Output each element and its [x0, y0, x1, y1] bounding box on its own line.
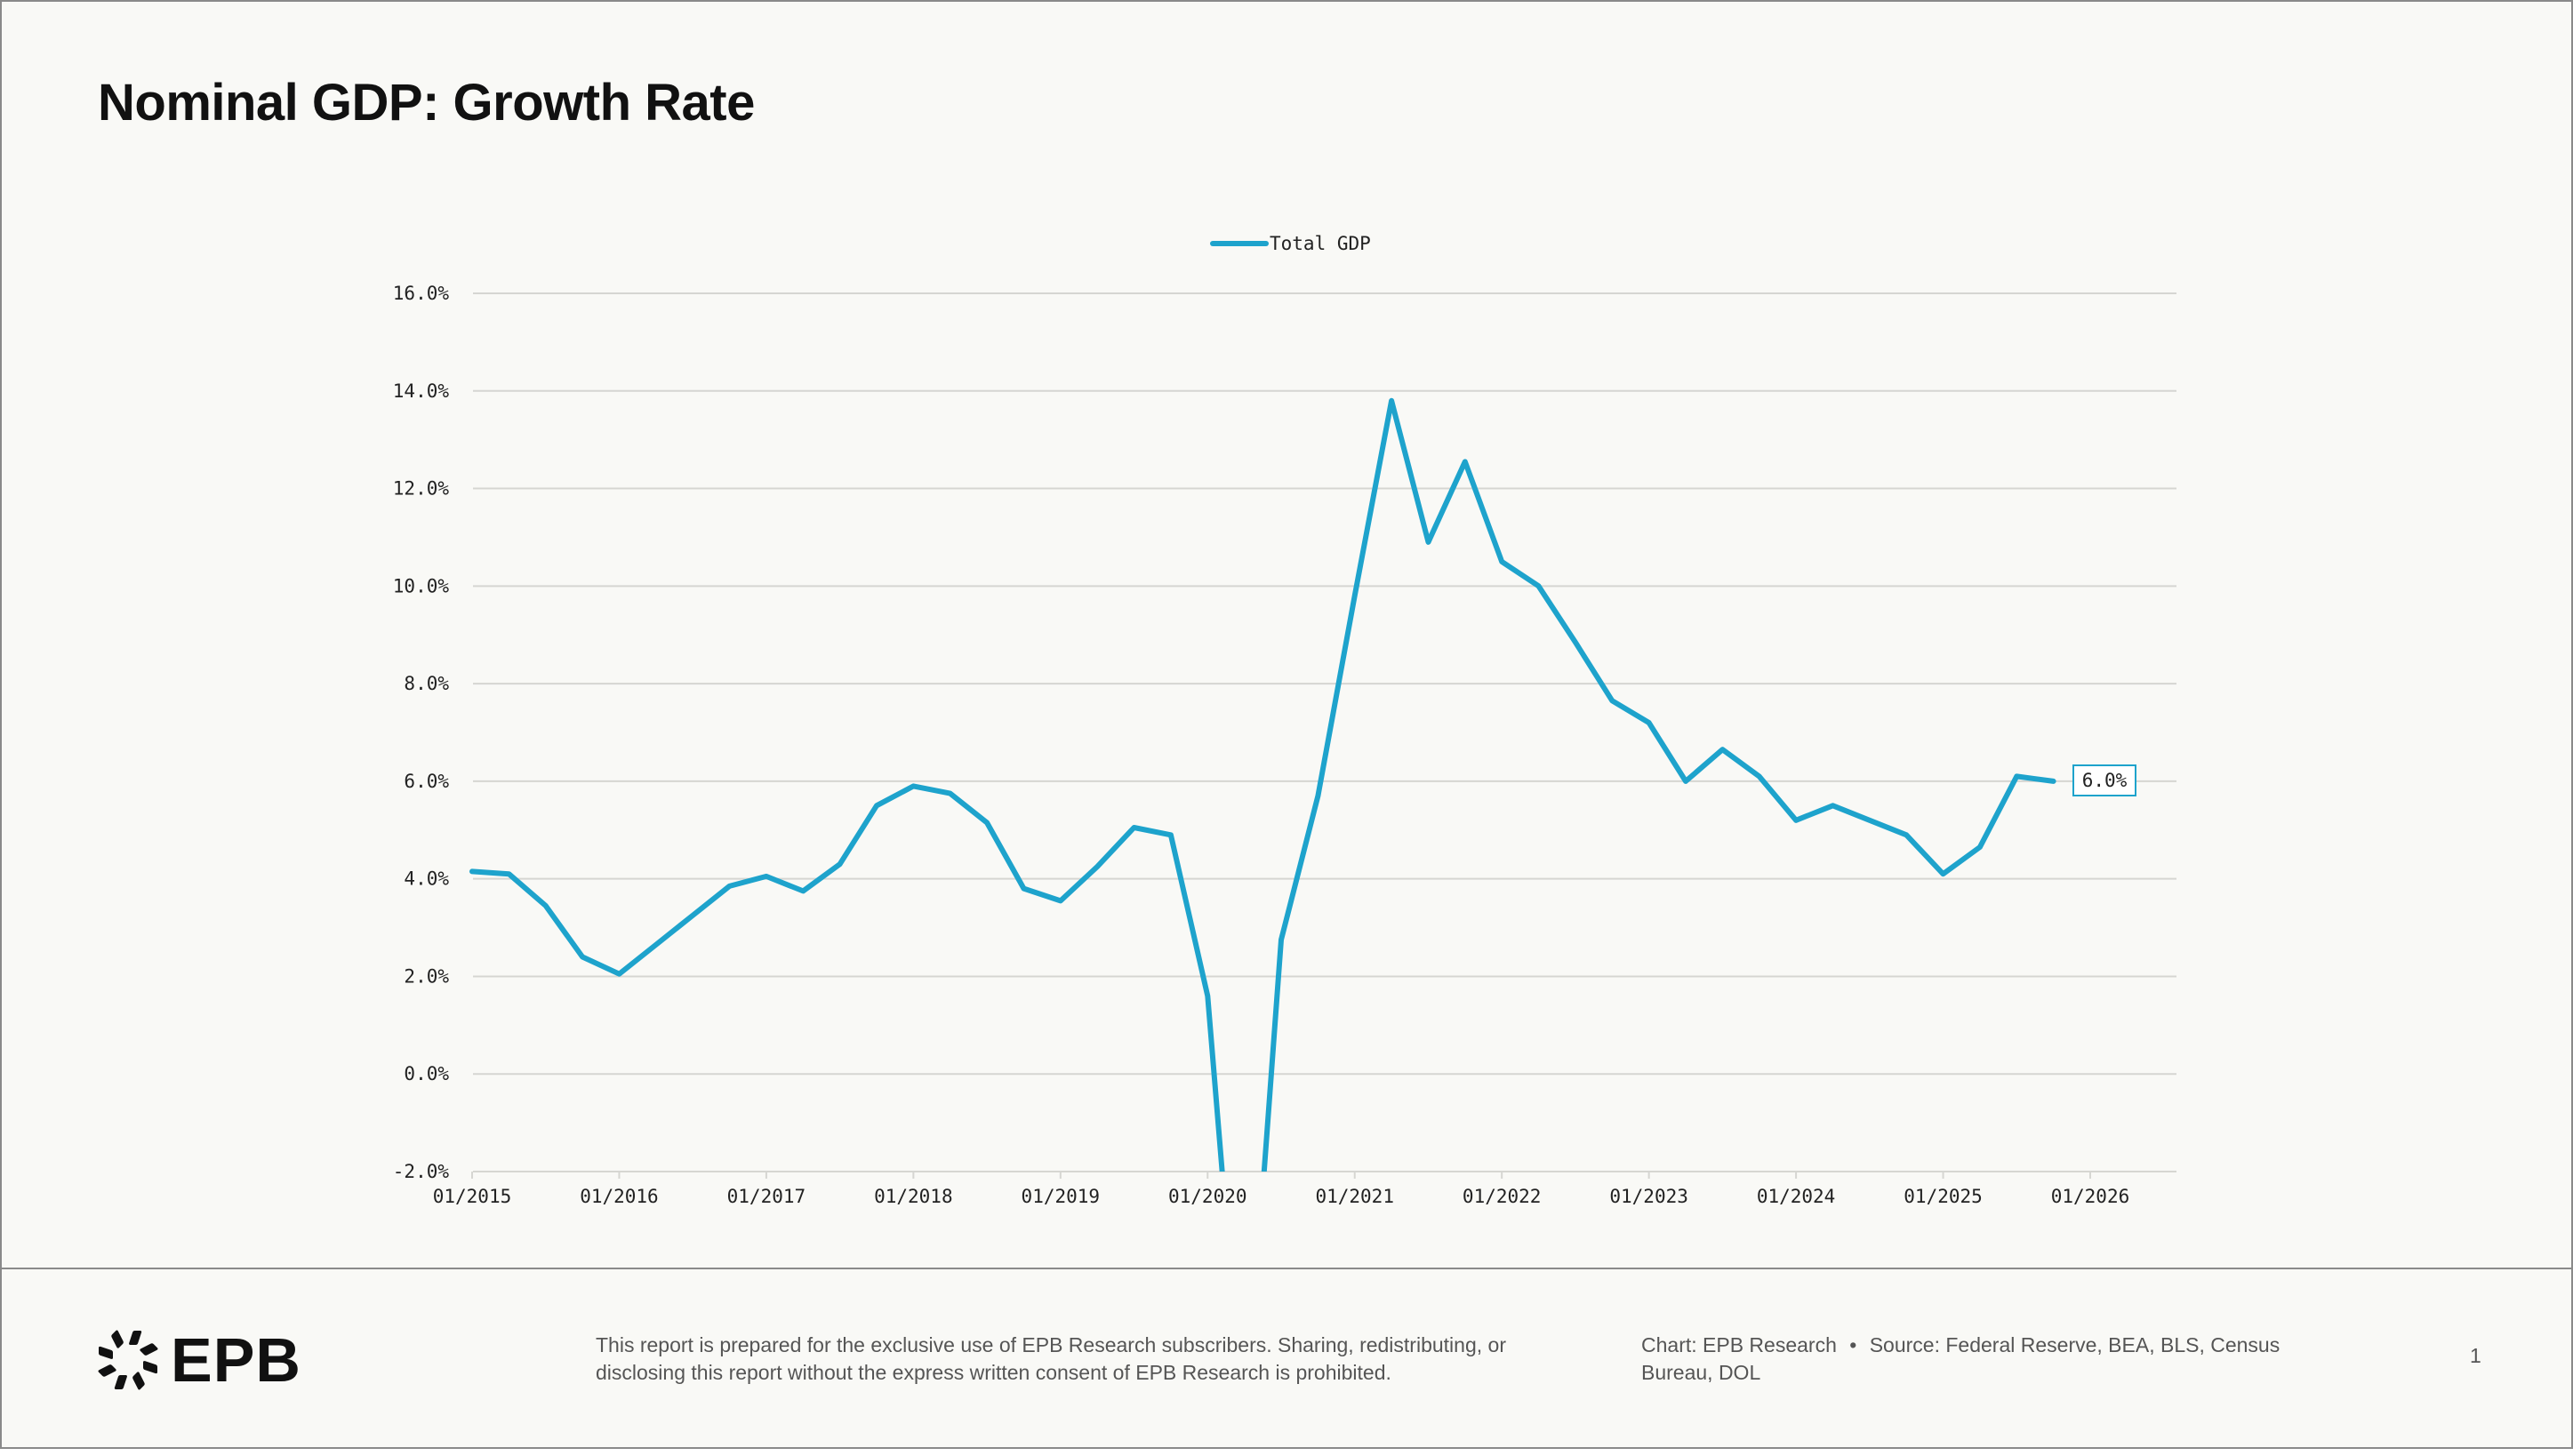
- y-tick-label: 16.0%: [393, 283, 450, 304]
- disclaimer-text: This report is prepared for the exclusiv…: [596, 1333, 1506, 1384]
- page-number: 1: [2470, 1344, 2481, 1367]
- logo-mark-segment: [140, 1343, 158, 1356]
- x-tick-label: 01/2016: [580, 1186, 659, 1207]
- y-tick-label: 12.0%: [393, 478, 450, 500]
- x-tick-label: 01/2019: [1022, 1186, 1101, 1207]
- x-tick-label: 01/2017: [727, 1186, 806, 1207]
- chart-credit: Chart: EPB Research • Source: Federal Re…: [1641, 1332, 2335, 1387]
- y-tick-label: 14.0%: [393, 380, 450, 402]
- y-tick-label: 2.0%: [404, 965, 449, 987]
- legend-label: Total GDP: [1270, 233, 1371, 254]
- y-tick-label: 10.0%: [393, 575, 450, 596]
- x-tick-label: 01/2020: [1168, 1186, 1247, 1207]
- y-tick-label: 8.0%: [404, 673, 449, 694]
- logo-mark-segment: [111, 1330, 124, 1348]
- gridlines: [473, 292, 2176, 1172]
- epb-logo-mark-icon: [98, 1330, 158, 1390]
- logo-mark-segment: [132, 1372, 145, 1390]
- logo-mark-segment: [129, 1331, 142, 1345]
- series-line-0: [469, 397, 2056, 1172]
- logo-mark-segment: [143, 1361, 157, 1374]
- y-axis-ticks: -2.0% 0.0% 2.0% 4.0% 6.0% 8.0% 10.0% 12.0% 14.0%…: [393, 283, 450, 1182]
- credit-separator: •: [1849, 1333, 1857, 1356]
- credit-chart: Chart: EPB Research: [1641, 1333, 1837, 1356]
- epb-logo: EPB: [96, 1324, 301, 1396]
- x-tick-label: 01/2022: [1463, 1186, 1542, 1207]
- y-tick-label: 4.0%: [404, 868, 449, 890]
- end-value-label: 6.0%: [2072, 764, 2136, 796]
- logo-mark-segment: [114, 1375, 127, 1389]
- x-tick-label: 01/2021: [1315, 1186, 1394, 1207]
- logo-mark-segment: [99, 1346, 113, 1359]
- logo-mark-segment: [98, 1364, 116, 1377]
- y-tick-label: 0.0%: [404, 1063, 449, 1084]
- line-chart: -2.0% 0.0% 2.0% 4.0% 6.0% 8.0% 10.0% 12.0% 14.0%…: [393, 233, 2176, 1207]
- series-layer: [469, 397, 2056, 1172]
- footer-divider: [2, 1268, 2571, 1269]
- x-tick-label: 01/2015: [433, 1186, 512, 1207]
- y-tick-label: -2.0%: [393, 1161, 450, 1182]
- y-tick-label: 6.0%: [404, 771, 449, 792]
- legend: Total GDP: [1210, 233, 1371, 254]
- x-tick-label: 01/2026: [2051, 1186, 2130, 1207]
- x-axis-ticks: 01/2015 01/2016 01/2017 01/2018 01/2019 01/20…: [433, 1172, 2130, 1207]
- x-tick-label: 01/2025: [1904, 1186, 1983, 1207]
- logo-text: EPB: [171, 1325, 301, 1395]
- credit-source: Source: Federal Reserve, BEA, BLS, Censu…: [1641, 1333, 2280, 1384]
- x-tick-label: 01/2024: [1757, 1186, 1836, 1207]
- x-tick-label: 01/2018: [874, 1186, 953, 1207]
- x-tick-label: 01/2023: [1609, 1186, 1688, 1207]
- page-title: Nominal GDP: Growth Rate: [98, 74, 755, 132]
- end-value-text: 6.0%: [2082, 770, 2128, 791]
- end-value-box: [2072, 764, 2136, 796]
